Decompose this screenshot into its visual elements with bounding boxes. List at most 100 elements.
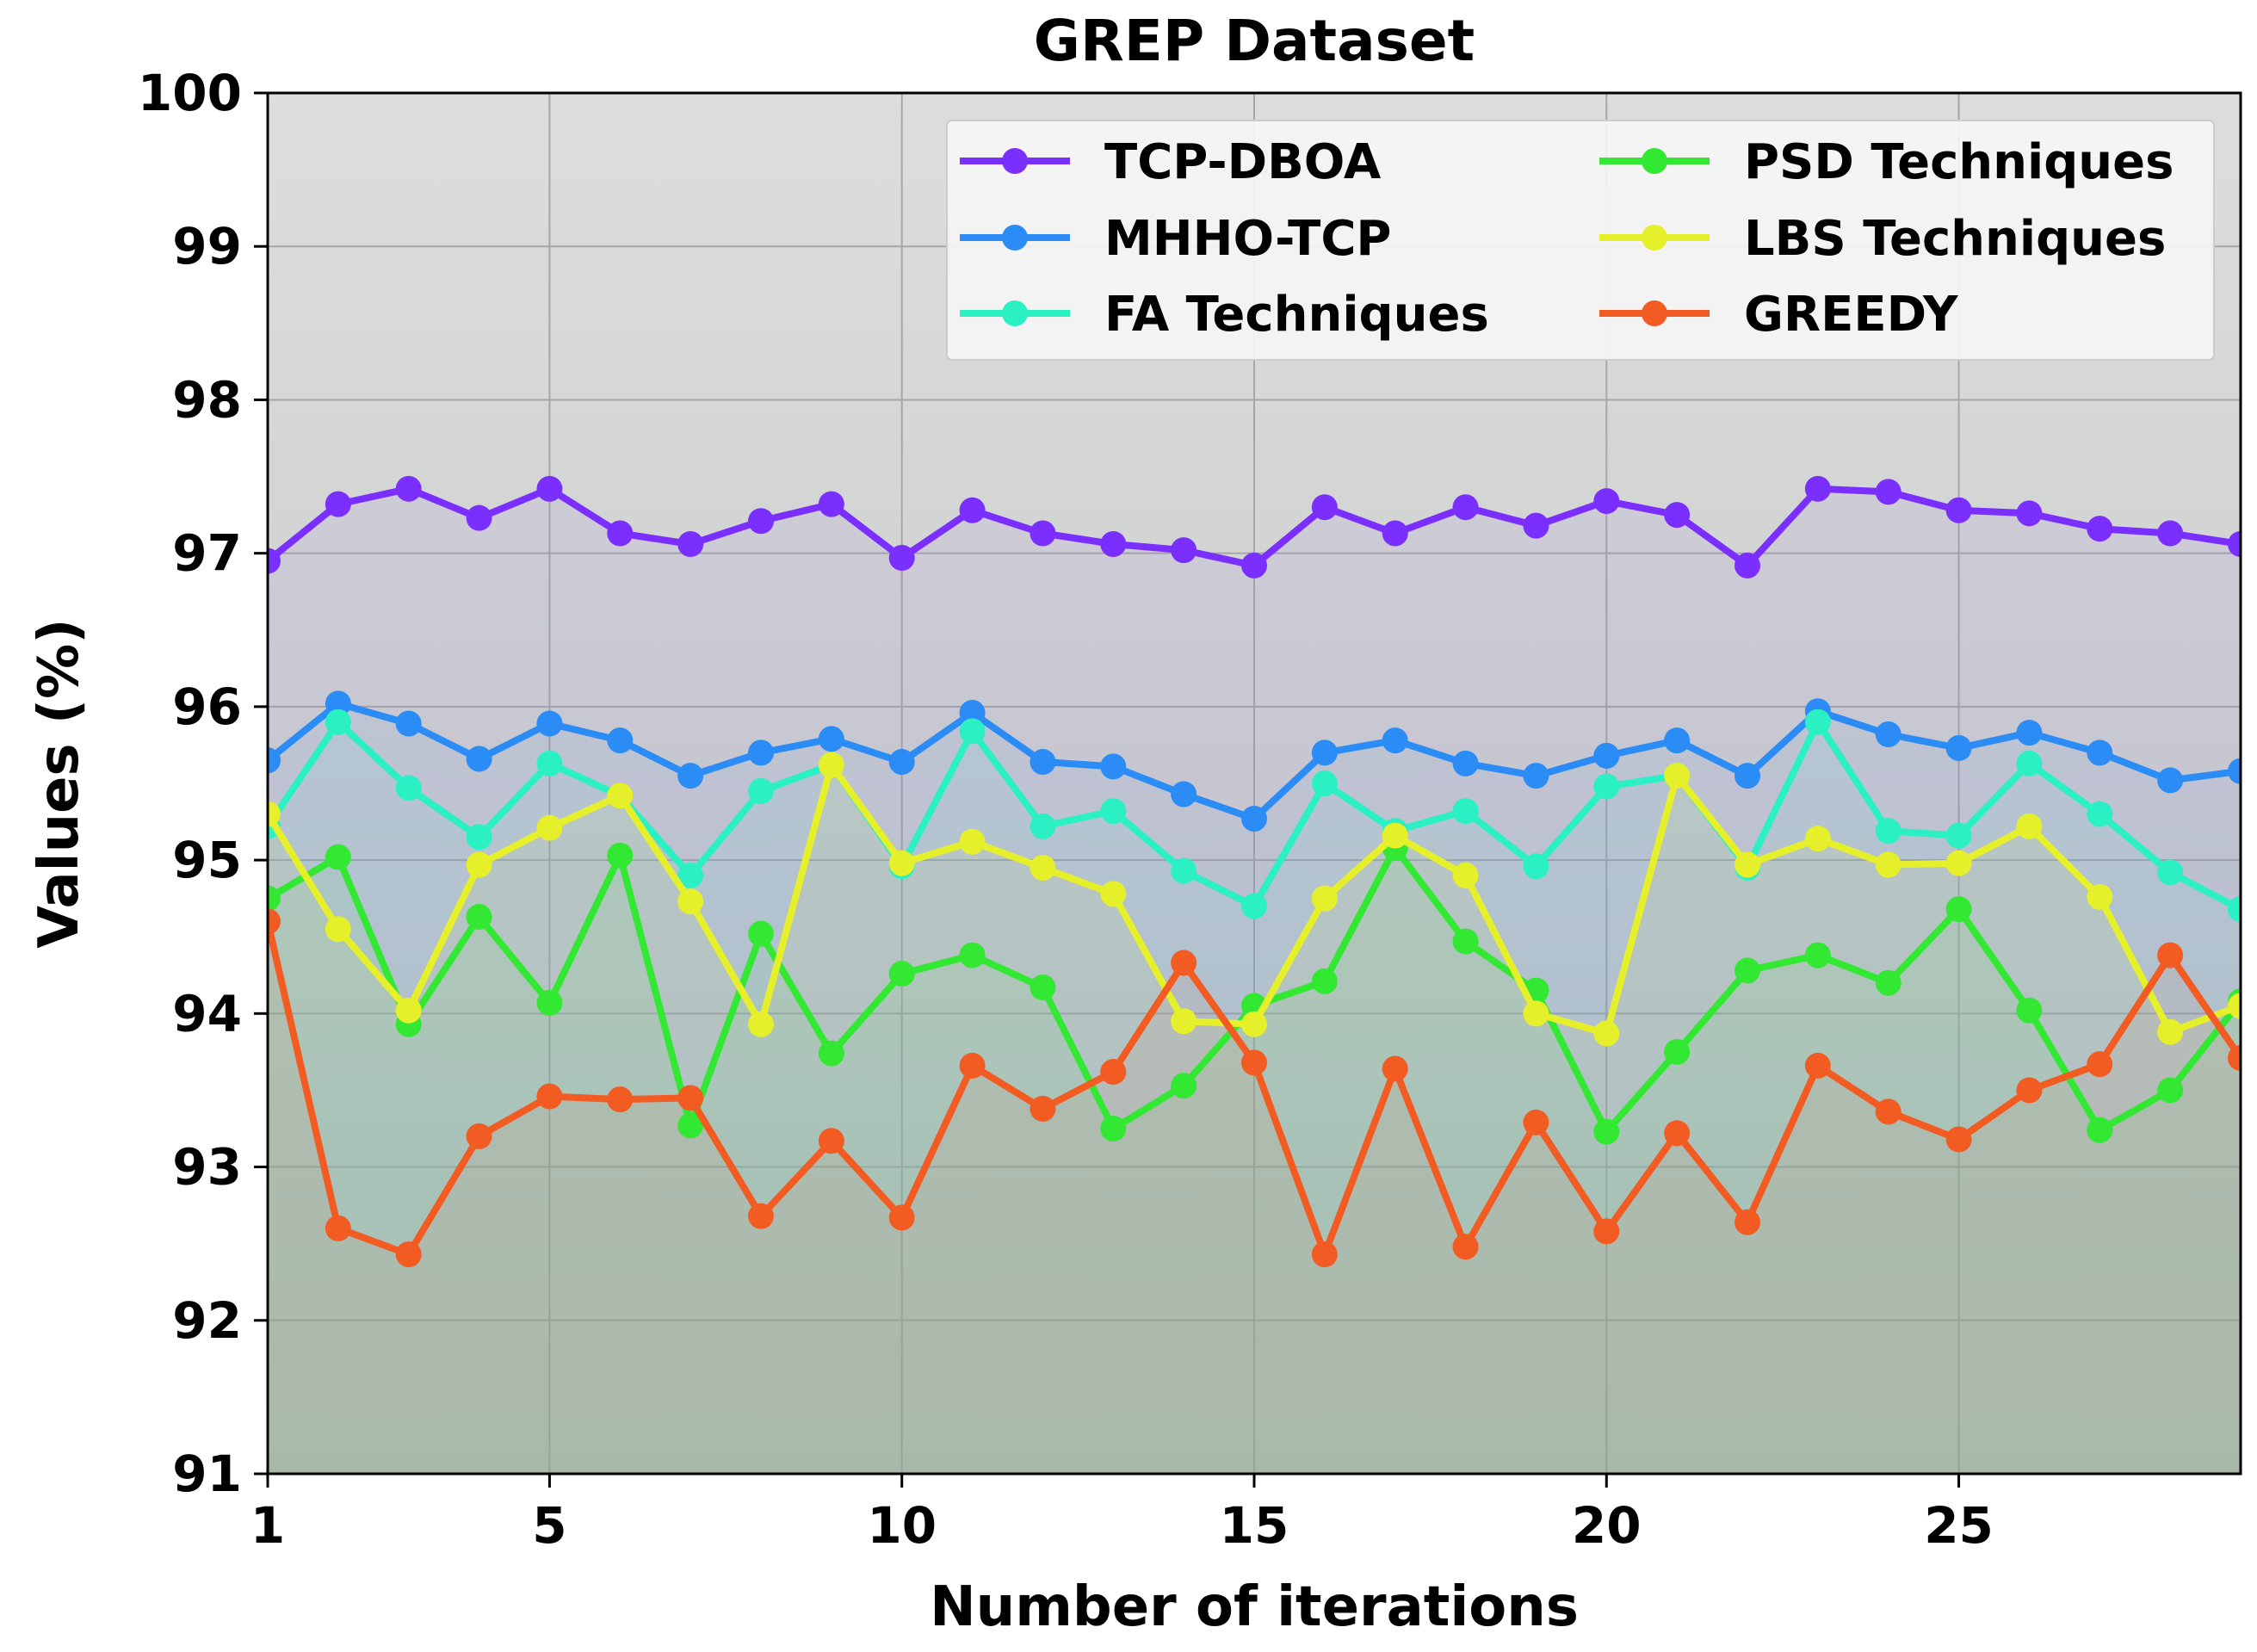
point-greedy (677, 1085, 704, 1111)
point-tcp-dboa (888, 545, 915, 572)
point-tcp-dboa (1875, 479, 1901, 505)
y-tick-label: 98 (172, 370, 242, 429)
point-lbs-techniques (1100, 881, 1127, 907)
line-psd-techniques (268, 844, 2241, 1135)
point-psd-techniques (1311, 968, 1338, 994)
y-tick-label: 97 (172, 524, 242, 583)
point-fa-techniques (1100, 798, 1127, 825)
point-tcp-dboa (818, 491, 844, 517)
legend-marker-psd-techniques (1642, 148, 1667, 174)
point-mhho-tcp (818, 726, 844, 752)
point-psd-techniques (1593, 1118, 1620, 1145)
point-fa-techniques (677, 862, 704, 888)
y-axis-title: Values (%) (28, 618, 91, 948)
point-mhho-tcp (677, 763, 704, 789)
point-greedy (395, 1241, 422, 1268)
point-fa-techniques (748, 777, 774, 804)
point-greedy (268, 908, 281, 935)
point-greedy (1030, 1095, 1056, 1122)
point-mhho-tcp (2228, 758, 2241, 784)
point-greedy (1523, 1109, 1549, 1135)
point-fa-techniques (1593, 773, 1620, 800)
point-psd-techniques (1804, 942, 1831, 968)
y-tick-label: 100 (138, 64, 242, 122)
point-greedy (1593, 1218, 1620, 1245)
point-fa-techniques (325, 708, 351, 735)
point-greedy (1875, 1098, 1901, 1125)
legend-label-tcp-dboa: TCP-DBOA (1104, 134, 1382, 190)
legend-marker-greedy (1642, 300, 1667, 326)
point-lbs-techniques (2087, 883, 2113, 910)
point-fa-techniques (1311, 770, 1338, 796)
point-lbs-techniques (1945, 850, 1972, 876)
legend-marker-lbs-techniques (1642, 225, 1667, 251)
point-mhho-tcp (1664, 727, 1691, 754)
point-fa-techniques (466, 824, 492, 851)
point-tcp-dboa (1311, 494, 1338, 521)
point-psd-techniques (1734, 957, 1760, 984)
point-lbs-techniques (1241, 1011, 1267, 1037)
y-tick-label: 96 (172, 678, 242, 736)
point-psd-techniques (1100, 1116, 1127, 1142)
point-tcp-dboa (1452, 494, 1479, 521)
point-mhho-tcp (1945, 735, 1972, 762)
point-fa-techniques (1030, 813, 1056, 839)
point-mhho-tcp (888, 749, 915, 776)
point-fa-techniques (1241, 893, 1267, 919)
x-tick-label: 25 (1924, 1496, 1994, 1555)
point-tcp-dboa (1945, 497, 1972, 523)
fill-lbs-techniques (268, 764, 2241, 1474)
point-psd-techniques (1171, 1073, 1197, 1099)
point-fa-techniques (2087, 801, 2113, 827)
point-greedy (1804, 1052, 1831, 1079)
point-greedy (1171, 950, 1197, 976)
y-tick-label: 94 (172, 984, 242, 1043)
point-lbs-techniques (2228, 993, 2241, 1019)
point-tcp-dboa (959, 497, 986, 523)
x-tick-label: 1 (250, 1496, 285, 1555)
legend-label-lbs-techniques: LBS Techniques (1744, 211, 2166, 267)
legend-label-mhho-tcp: MHHO-TCP (1104, 211, 1391, 267)
point-tcp-dboa (607, 520, 634, 547)
point-tcp-dboa (1804, 475, 1831, 502)
point-lbs-techniques (1804, 826, 1831, 852)
point-mhho-tcp (1875, 721, 1901, 747)
point-psd-techniques (2157, 1077, 2184, 1104)
point-psd-techniques (1452, 928, 1479, 955)
fill-greedy (268, 921, 2241, 1474)
legend: TCP-DBOA MHHO-TCP FA Techniques PSD Techniq… (946, 120, 2215, 361)
point-mhho-tcp (1593, 742, 1620, 769)
point-lbs-techniques (395, 997, 422, 1024)
line-lbs-techniques (268, 761, 2241, 1037)
point-psd-techniques (2016, 997, 2043, 1024)
point-fa-techniques (2228, 896, 2241, 923)
y-tick-label: 92 (172, 1291, 242, 1350)
point-fa-techniques (1523, 853, 1549, 880)
point-fa-techniques (1804, 708, 1831, 735)
legend-label-fa-techniques: FA Techniques (1104, 287, 1489, 343)
point-mhho-tcp (2016, 720, 2043, 746)
point-lbs-techniques (2016, 813, 2043, 839)
point-mhho-tcp (1523, 763, 1549, 789)
point-fa-techniques (1452, 798, 1479, 825)
point-lbs-techniques (959, 828, 986, 855)
legend-marker-tcp-dboa (1002, 148, 1028, 174)
point-tcp-dboa (268, 548, 281, 574)
point-tcp-dboa (325, 491, 351, 517)
y-tick-label: 91 (172, 1445, 242, 1503)
point-lbs-techniques (818, 752, 844, 778)
point-psd-techniques (677, 1112, 704, 1139)
point-greedy (748, 1203, 774, 1229)
point-psd-techniques (1030, 974, 1056, 1001)
point-mhho-tcp (1171, 781, 1197, 807)
point-lbs-techniques (1171, 1008, 1197, 1035)
y-tick-label: 95 (172, 831, 242, 889)
point-greedy (1734, 1209, 1760, 1235)
point-fa-techniques (1875, 818, 1901, 845)
legend-label-greedy: GREEDY (1744, 287, 1959, 343)
point-lbs-techniques (748, 1011, 774, 1037)
point-tcp-dboa (1100, 530, 1127, 557)
chart-title: GREP Dataset (1034, 8, 1475, 74)
point-greedy (1452, 1234, 1479, 1260)
